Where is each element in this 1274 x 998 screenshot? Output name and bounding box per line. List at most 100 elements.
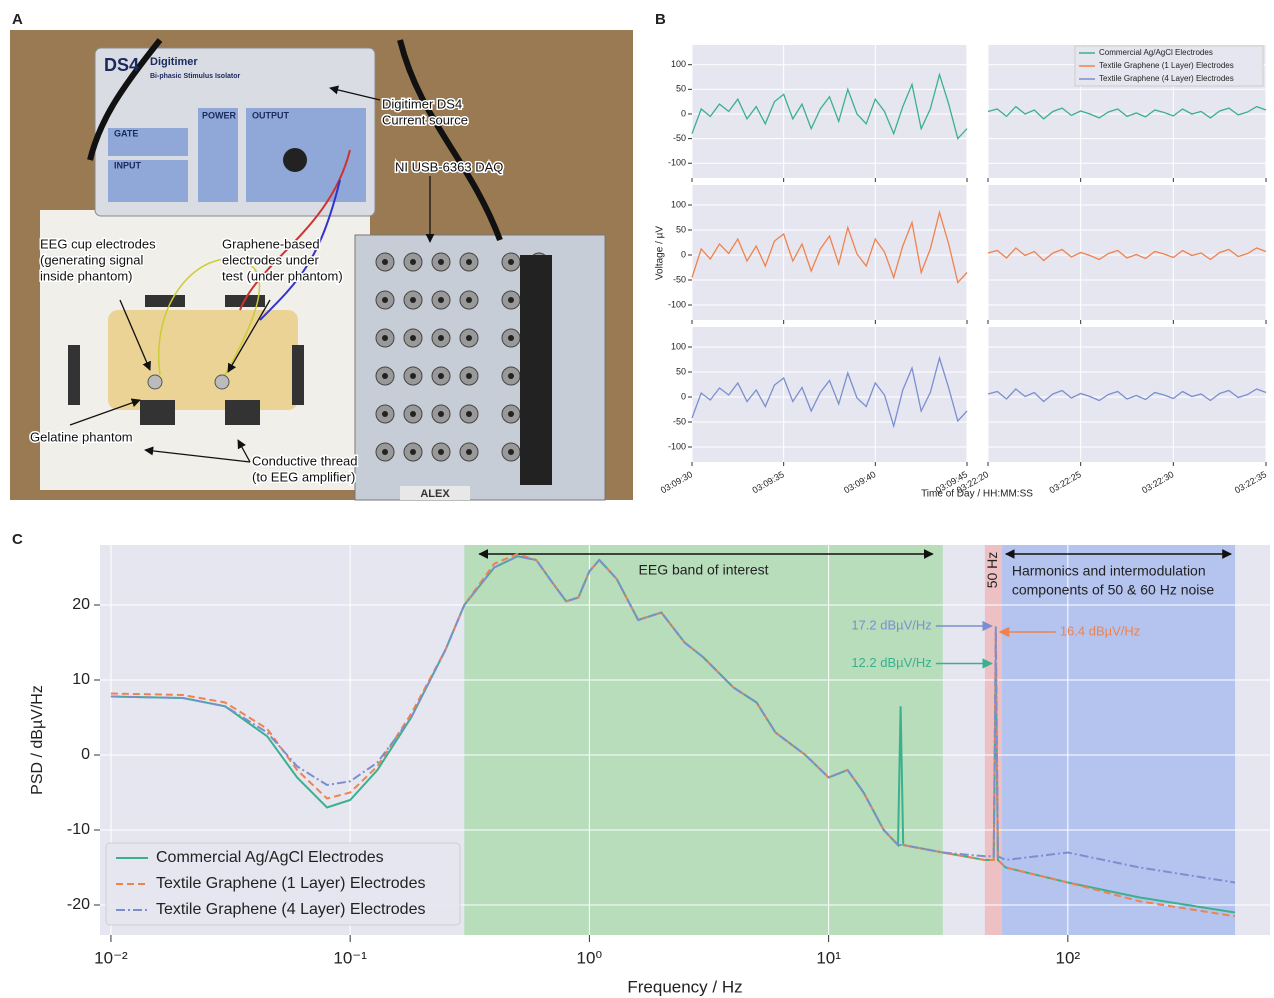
bnc-core <box>438 335 444 341</box>
series-line <box>987 247 1267 262</box>
photo-annotation: (to EEG amplifier) <box>252 469 355 484</box>
bnc-connectors <box>375 252 549 462</box>
series-line <box>110 555 1236 884</box>
band-label: 50 Hz <box>984 552 1000 589</box>
bnc-core <box>410 449 416 455</box>
x-tick-label: 03:09:35 <box>751 469 786 495</box>
series-line <box>987 388 1267 403</box>
series-line <box>987 105 1267 120</box>
legend-label: Commercial Ag/AgCl Electrodes <box>156 849 384 866</box>
knob <box>283 148 307 172</box>
y-tick-label: 100 <box>671 341 686 351</box>
y-tick-label: -100 <box>668 299 686 309</box>
band <box>984 545 1002 935</box>
name-tag <box>400 486 470 500</box>
y-tick-label: -50 <box>673 133 686 143</box>
x-tick-label: 10⁻² <box>94 948 128 967</box>
y-tick-label: 50 <box>676 366 686 376</box>
bnc-core <box>410 297 416 303</box>
bnc-core <box>466 373 472 379</box>
bnc-core <box>410 335 416 341</box>
legend-label: Textile Graphene (4 Layer) Electrodes <box>156 901 425 918</box>
series-line <box>110 552 1236 918</box>
x-tick-label: 03:22:35 <box>1233 469 1268 495</box>
annotation: 12.2 dBµV/Hz <box>851 655 931 670</box>
cup-electrode <box>147 374 163 390</box>
device-label: OUTPUT <box>252 110 290 120</box>
photo-annotation: EEG cup electrodes <box>40 236 156 251</box>
bnc-core <box>438 259 444 265</box>
bnc-core <box>410 373 416 379</box>
y-tick-label: -50 <box>673 274 686 284</box>
marker <box>68 345 80 405</box>
panel-label: C <box>12 531 23 548</box>
band-label: components of 50 & 60 Hz noise <box>1012 582 1215 598</box>
bnc-core <box>438 297 444 303</box>
plot-background <box>692 45 967 178</box>
plot-background <box>692 185 967 320</box>
annotation-arrow <box>329 85 381 101</box>
x-tick-label: 03:22:25 <box>1048 469 1083 495</box>
y-tick-label: 50 <box>676 224 686 234</box>
y-tick-label: 100 <box>671 59 686 69</box>
cable <box>87 38 163 161</box>
wire <box>158 258 261 376</box>
device-label: GATE <box>114 128 138 138</box>
panel-label: A <box>12 11 23 28</box>
legend-label: Textile Graphene (4 Layer) Electrodes <box>1099 74 1234 83</box>
output-panel <box>246 108 366 202</box>
band-label: EEG band of interest <box>639 562 769 578</box>
y-tick-label: 0 <box>81 746 90 763</box>
annotation-arrow <box>119 299 151 371</box>
device-label: POWER <box>202 110 237 120</box>
panel-c: -20 -10 0 10 20 10⁻² 10⁻¹ 10⁰ 10¹ 10² Frequency / … <box>29 545 1270 996</box>
bnc-core <box>508 411 514 417</box>
y-tick-label: -10 <box>67 821 90 838</box>
device-label: Digitimer <box>150 56 198 68</box>
annotation-arrow <box>237 439 251 463</box>
bnc-core <box>466 335 472 341</box>
electrode-pad <box>225 400 260 425</box>
device-label: INPUT <box>114 160 142 170</box>
y-tick-label: 20 <box>72 596 90 613</box>
x-tick-label: 03:09:40 <box>842 469 877 495</box>
legend-label: Textile Graphene (1 Layer) Electrodes <box>1099 61 1234 70</box>
bnc-core <box>508 335 514 341</box>
photo-annotation: Gelatine phantom <box>30 429 133 444</box>
band <box>1001 545 1236 935</box>
daq-device <box>354 234 606 501</box>
bnc-core <box>382 335 388 341</box>
bnc-core <box>466 411 472 417</box>
y-tick-label: 0 <box>681 108 686 118</box>
y-tick-label: 100 <box>671 199 686 209</box>
series-line <box>691 72 968 140</box>
bnc-core <box>466 259 472 265</box>
photo: DS4 Digitimer Bi-phasic Stimulus Isolato… <box>10 30 633 501</box>
x-tick-label: 10² <box>1056 948 1081 967</box>
plot-background <box>988 327 1266 462</box>
y-tick-label: 0 <box>681 249 686 259</box>
y-tick-label: -100 <box>668 158 686 168</box>
bnc-core <box>438 449 444 455</box>
cable <box>397 39 503 242</box>
photo-annotation: Conductive thread <box>252 453 358 468</box>
device-label: DS4 <box>104 55 139 75</box>
bnc-core <box>466 297 472 303</box>
legend-box <box>105 842 461 926</box>
photo-annotation: Graphene-based <box>222 236 320 251</box>
band-label: Harmonics and intermodulation <box>1012 563 1206 579</box>
photo-annotation: NI USB-6363 DAQ <box>395 159 503 174</box>
device-label: Bi-phasic Stimulus Isolator <box>150 73 241 80</box>
annotation-arrow <box>69 398 141 426</box>
x-tick-label: 03:22:30 <box>1140 469 1175 495</box>
electrode-pad <box>145 295 185 307</box>
electrode-pad <box>140 400 175 425</box>
wire <box>239 149 351 311</box>
bnc-core <box>508 373 514 379</box>
y-axis-label: Voltage / µV <box>655 226 666 280</box>
plot-background <box>692 327 967 462</box>
gelatine-phantom <box>108 310 298 410</box>
photo-annotation: inside phantom) <box>40 268 133 283</box>
bnc-core <box>410 259 416 265</box>
